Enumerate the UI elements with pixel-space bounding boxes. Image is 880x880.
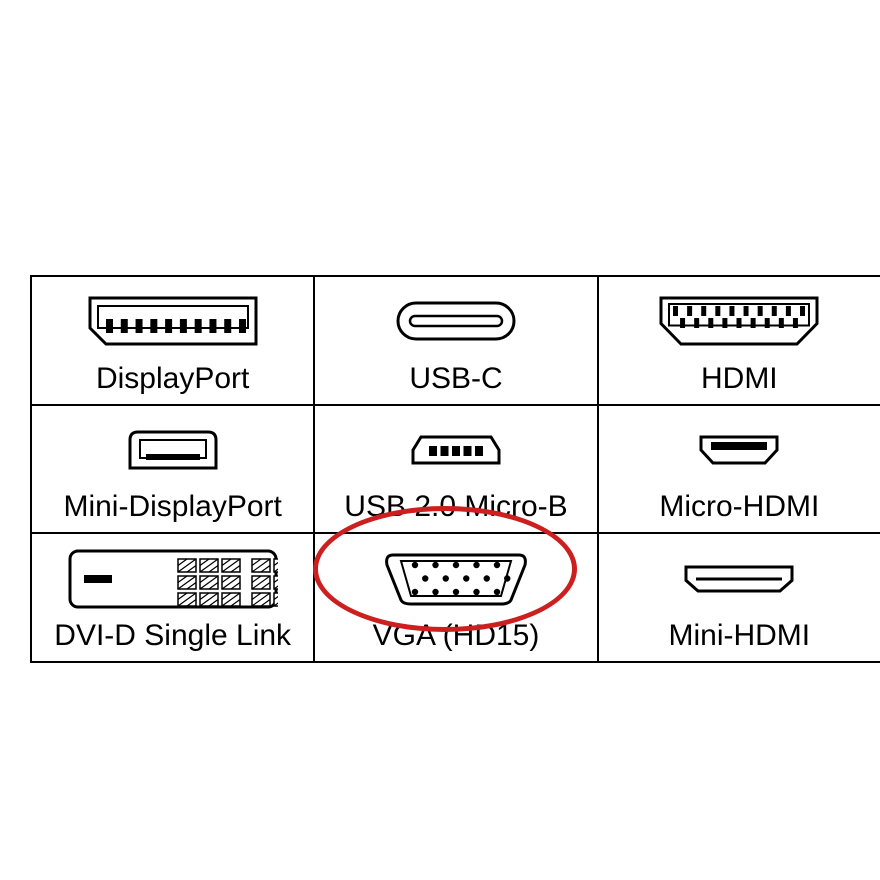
cell-label: USB-C <box>319 362 592 396</box>
canvas: { "layout": { "grid_left": 30, "grid_top… <box>0 0 880 880</box>
cell-vga: VGA (HD15) <box>314 533 597 662</box>
cell-micro-hdmi: Micro-HDMI <box>598 405 880 534</box>
usb-micro-b-icon <box>315 412 596 489</box>
mini-displayport-icon <box>32 412 313 489</box>
cell-usb-micro-b: USB 2.0 Micro-B <box>314 405 597 534</box>
cell-dvi-d: DVI-D Single Link <box>31 533 314 662</box>
micro-hdmi-icon <box>599 412 880 489</box>
displayport-icon <box>32 283 313 360</box>
cell-mini-hdmi: Mini-HDMI <box>598 533 880 662</box>
usb-c-icon <box>315 283 596 360</box>
cell-label: DVI-D Single Link <box>36 619 309 653</box>
cell-label: Micro-HDMI <box>603 490 876 524</box>
hdmi-icon <box>599 283 880 360</box>
cell-label: VGA (HD15) <box>319 619 592 653</box>
cell-mini-displayport: Mini-DisplayPort <box>31 405 314 534</box>
mini-hdmi-icon <box>599 540 880 617</box>
cell-hdmi: HDMI <box>598 276 880 405</box>
cell-label: Mini-DisplayPort <box>36 490 309 524</box>
cell-displayport: DisplayPort <box>31 276 314 405</box>
cell-label: USB 2.0 Micro-B <box>319 490 592 524</box>
cell-label: Mini-HDMI <box>603 619 876 653</box>
cell-label: DisplayPort <box>36 362 309 396</box>
cell-label: HDMI <box>603 362 876 396</box>
dvi-d-icon <box>32 540 313 617</box>
vga-icon <box>315 540 596 617</box>
cell-usb-c: USB-C <box>314 276 597 405</box>
connector-grid: DisplayPort USB-C HDMI Mi <box>30 275 880 663</box>
